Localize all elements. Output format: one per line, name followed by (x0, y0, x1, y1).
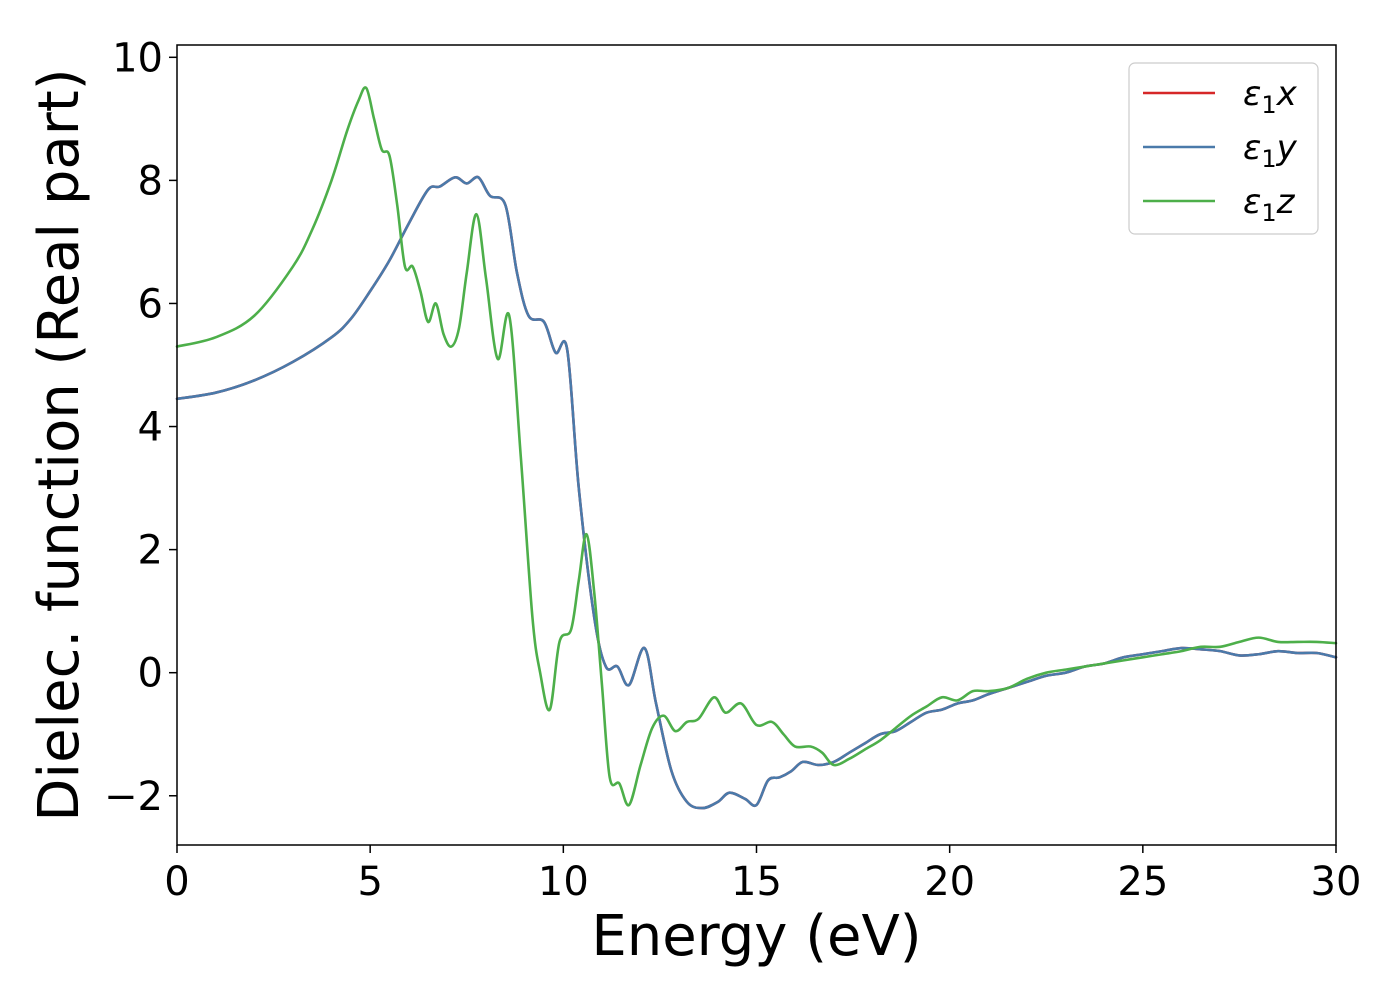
y-tick-label: 8 (138, 158, 163, 204)
x-tick-label: 10 (538, 859, 589, 905)
legend-label-x: ε1x (1243, 74, 1298, 119)
legend-label-z: ε1z (1243, 182, 1296, 227)
y-tick-label: 4 (138, 405, 163, 451)
y-tick-label: 0 (138, 651, 163, 697)
x-tick-label: 15 (731, 859, 782, 905)
y-tick-label: 6 (138, 281, 163, 327)
y-tick-label: 10 (112, 35, 163, 81)
series-line-y (175, 175, 1338, 810)
x-tick-label: 25 (1117, 859, 1168, 905)
series-layer (175, 86, 1338, 810)
legend-box (1128, 62, 1319, 235)
series-line-x (175, 175, 1338, 810)
y-axis-ticks: −2 0 2 4 6 8 10 (104, 35, 177, 820)
x-tick-label: 0 (164, 859, 189, 905)
series-line-z (175, 86, 1338, 807)
x-axis-title: Energy (eV) (591, 904, 921, 969)
y-axis-title: Dielec. function (Real part) (27, 68, 92, 821)
x-tick-label: 30 (1311, 859, 1362, 905)
legend-label-y: ε1y (1243, 128, 1298, 173)
y-tick-label: −2 (104, 774, 163, 820)
x-tick-label: 20 (924, 859, 975, 905)
x-tick-label: 5 (357, 859, 382, 905)
x-axis-ticks: 0 5 10 15 20 25 30 (164, 845, 1361, 905)
y-tick-label: 2 (138, 528, 163, 574)
legend: ε1x ε1y ε1z (1128, 62, 1319, 235)
